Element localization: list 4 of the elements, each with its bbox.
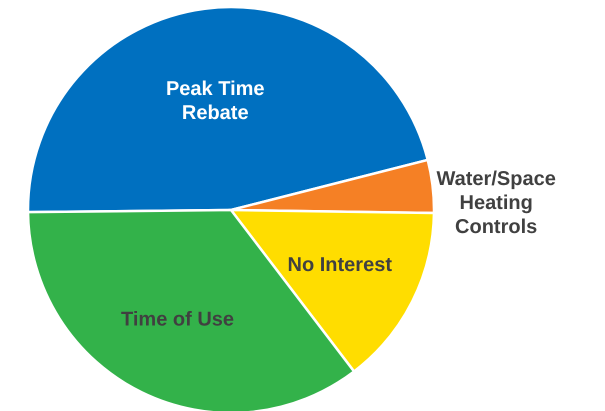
slice-label: Water/Space Heating Controls (436, 168, 556, 238)
slice-label: No Interest (288, 254, 392, 276)
slice-label: Time of Use (121, 308, 234, 330)
slice-label: Peak Time Rebate (166, 78, 265, 124)
